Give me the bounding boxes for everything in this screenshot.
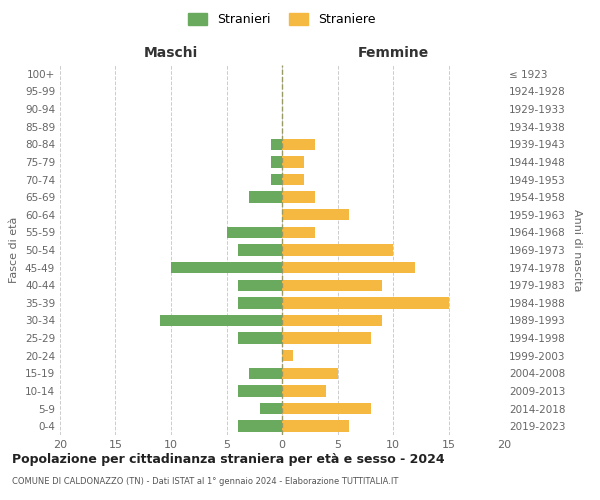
Bar — [282, 297, 449, 308]
Bar — [249, 368, 282, 379]
Bar — [238, 385, 282, 396]
Y-axis label: Anni di nascita: Anni di nascita — [572, 209, 582, 291]
Bar — [282, 244, 393, 256]
Bar — [282, 280, 382, 291]
Bar — [282, 350, 293, 362]
Bar — [282, 403, 371, 414]
Bar — [271, 156, 282, 168]
Bar — [238, 244, 282, 256]
Bar — [282, 332, 371, 344]
Y-axis label: Fasce di età: Fasce di età — [10, 217, 19, 283]
Bar — [282, 192, 316, 203]
Text: Femmine: Femmine — [358, 46, 428, 60]
Bar — [282, 262, 415, 274]
Bar — [282, 315, 382, 326]
Text: Maschi: Maschi — [144, 46, 198, 60]
Bar — [238, 332, 282, 344]
Bar — [271, 138, 282, 150]
Bar — [160, 315, 282, 326]
Bar — [282, 138, 316, 150]
Bar — [227, 226, 282, 238]
Bar — [271, 174, 282, 185]
Bar — [282, 226, 316, 238]
Bar — [171, 262, 282, 274]
Bar — [282, 368, 337, 379]
Bar — [249, 192, 282, 203]
Bar — [282, 385, 326, 396]
Text: Popolazione per cittadinanza straniera per età e sesso - 2024: Popolazione per cittadinanza straniera p… — [12, 452, 445, 466]
Bar — [282, 156, 304, 168]
Bar — [238, 280, 282, 291]
Bar — [238, 420, 282, 432]
Legend: Stranieri, Straniere: Stranieri, Straniere — [185, 8, 379, 30]
Bar — [282, 420, 349, 432]
Bar — [238, 297, 282, 308]
Bar — [260, 403, 282, 414]
Text: COMUNE DI CALDONAZZO (TN) - Dati ISTAT al 1° gennaio 2024 - Elaborazione TUTTITA: COMUNE DI CALDONAZZO (TN) - Dati ISTAT a… — [12, 478, 398, 486]
Bar — [282, 174, 304, 185]
Bar — [282, 209, 349, 220]
